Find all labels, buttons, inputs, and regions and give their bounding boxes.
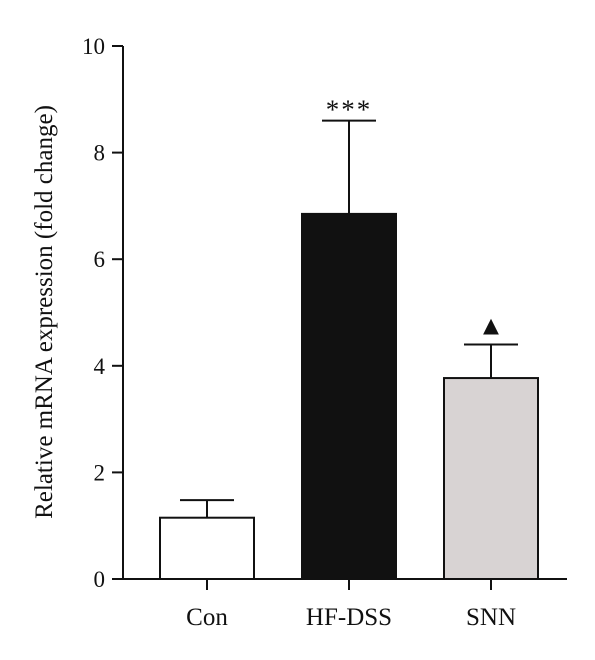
bar: [159, 516, 255, 581]
bars: *** ▲: [159, 95, 539, 581]
y-tick-label: 10: [82, 34, 105, 59]
bar: [301, 212, 397, 581]
y-tick-label: 0: [94, 567, 106, 592]
significance-marker: ▲: [478, 310, 505, 340]
y-tick-label: 8: [94, 141, 106, 166]
y-tick-label: 4: [94, 354, 106, 379]
x-tick-label: Con: [186, 604, 228, 631]
y-tick-label: 6: [94, 247, 106, 272]
x-tick-label: HF-DSS: [306, 604, 392, 631]
y-tick-label: 2: [94, 460, 106, 485]
y-axis: 0 2 4 6 8 10: [82, 34, 124, 592]
x-axis: Con HF-DSS SNN: [123, 578, 567, 631]
bar: [443, 377, 539, 580]
x-tick-label: SNN: [466, 604, 516, 631]
significance-marker: ***: [326, 95, 373, 125]
y-axis-label: Relative mRNA expression (fold change): [31, 105, 58, 519]
